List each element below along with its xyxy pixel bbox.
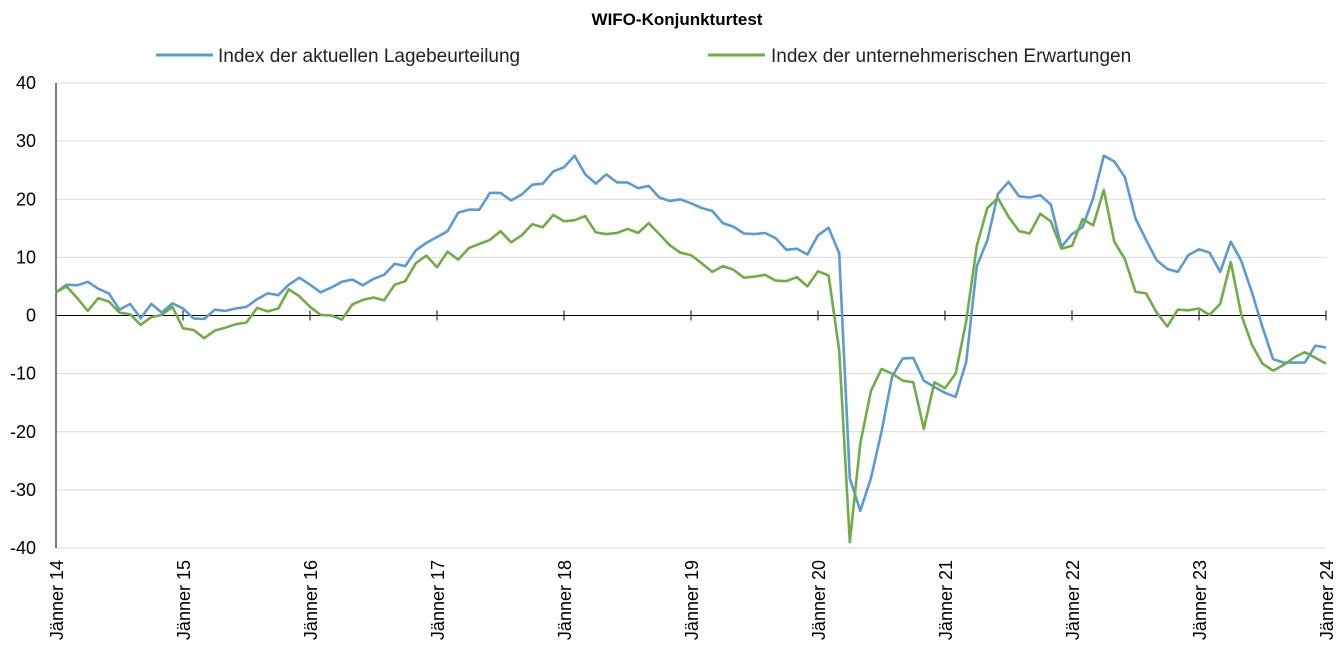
x-tick-label: Jänner 16	[301, 560, 321, 640]
y-tick-label: -20	[10, 422, 36, 442]
y-tick-label: 0	[26, 306, 36, 326]
x-tick-label: Jänner 19	[682, 560, 702, 640]
y-tick-label: 30	[16, 131, 36, 151]
series-lines	[55, 154, 1327, 544]
y-tick-label: -10	[10, 364, 36, 384]
x-tick-label: Jänner 17	[428, 560, 448, 640]
axes	[55, 83, 1327, 548]
x-tick-label: Jänner 22	[1063, 560, 1083, 640]
y-tick-label: -40	[10, 538, 36, 558]
x-axis-tick-labels: Jänner 14 Jänner 15 Jänner 16 Jänner 17 Jänn…	[47, 560, 1337, 640]
gridlines	[56, 82, 1326, 549]
legend-label-1: Index der aktuellen Lagebeurteilung	[218, 46, 520, 67]
x-tick-label: Jänner 24	[1317, 560, 1337, 640]
y-axis-tick-labels: 40 30 20 10 0 -10 -20 -30 -40	[10, 73, 36, 558]
x-tick-label: Jänner 15	[174, 560, 194, 640]
y-tick-label: -30	[10, 480, 36, 500]
series-line-1	[55, 154, 1327, 513]
series-line-2	[55, 188, 1327, 544]
x-tick-label: Jänner 20	[809, 560, 829, 640]
legend-label-2: Index der unternehmerischen Erwartungen	[771, 46, 1131, 67]
x-tick-label: Jänner 21	[936, 560, 956, 640]
y-tick-label: 20	[16, 189, 36, 209]
x-tick-label: Jänner 18	[555, 560, 575, 640]
x-tick-label: Jänner 14	[47, 560, 67, 640]
x-tick-label: Jänner 23	[1190, 560, 1210, 640]
y-tick-label: 40	[16, 73, 36, 93]
chart-title: WIFO-Konjunkturtest	[592, 10, 763, 29]
y-tick-label: 10	[16, 247, 36, 267]
legend: Index der aktuellen Lagebeurteilung Index…	[156, 46, 1131, 67]
